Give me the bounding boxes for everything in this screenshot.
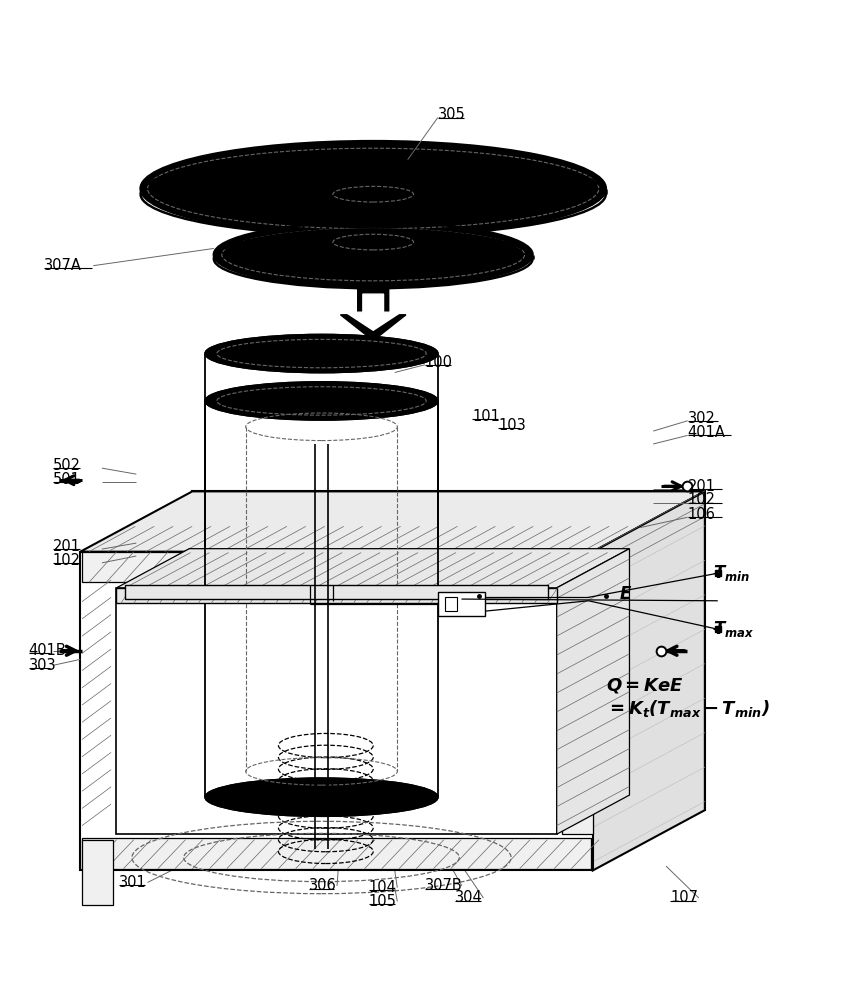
Text: 107: 107 (670, 890, 699, 905)
Polygon shape (341, 289, 406, 341)
Polygon shape (346, 294, 401, 330)
Text: 303: 303 (29, 658, 56, 673)
Bar (116, 588, 557, 834)
Bar (82, 552, 591, 582)
Polygon shape (593, 491, 705, 870)
Text: $\bfit{Q=KeE}$: $\bfit{Q=KeE}$ (606, 676, 683, 695)
Ellipse shape (205, 382, 438, 420)
Bar (82, 840, 113, 905)
Text: 301: 301 (119, 875, 147, 890)
Text: 501: 501 (53, 472, 81, 487)
Ellipse shape (329, 231, 418, 253)
Ellipse shape (329, 183, 418, 205)
Polygon shape (192, 491, 705, 810)
Polygon shape (81, 552, 593, 870)
Text: $\bfit{T}$$_{\bfit{max}}$: $\bfit{T}$$_{\bfit{max}}$ (714, 619, 755, 639)
Text: 305: 305 (438, 107, 466, 122)
Text: 304: 304 (455, 890, 483, 905)
Polygon shape (557, 549, 629, 834)
Text: 105: 105 (368, 894, 397, 909)
Bar (125, 585, 548, 599)
Text: 100: 100 (425, 355, 453, 370)
Ellipse shape (205, 778, 438, 816)
Text: 103: 103 (499, 418, 526, 433)
Text: 201: 201 (688, 479, 715, 494)
Text: 307A: 307A (44, 258, 82, 273)
Text: 401B: 401B (29, 643, 67, 658)
Bar (562, 588, 593, 834)
Ellipse shape (214, 222, 532, 287)
Text: 401A: 401A (688, 425, 726, 440)
Text: 106: 106 (688, 507, 715, 522)
Text: 307B: 307B (425, 878, 463, 893)
Text: $\bfit{=K_t(T_{max}-T_{min})}$: $\bfit{=K_t(T_{max}-T_{min})}$ (606, 698, 770, 719)
Text: 302: 302 (688, 411, 715, 426)
Text: 502: 502 (53, 458, 81, 473)
Bar (116, 588, 557, 603)
Ellipse shape (140, 141, 606, 236)
Text: 201: 201 (53, 539, 81, 554)
Text: 306: 306 (309, 878, 336, 893)
Polygon shape (81, 491, 705, 552)
Bar (445, 597, 457, 611)
Polygon shape (116, 549, 629, 588)
Text: $\bfit{T}$$_{\bfit{min}}$: $\bfit{T}$$_{\bfit{min}}$ (714, 563, 751, 583)
Bar (82, 838, 591, 869)
Text: 102: 102 (53, 553, 81, 568)
Text: 104: 104 (368, 880, 397, 895)
Ellipse shape (205, 335, 438, 373)
Text: $\bfit{E}$: $\bfit{E}$ (619, 585, 632, 603)
Text: 101: 101 (473, 409, 500, 424)
Polygon shape (140, 187, 606, 194)
Bar (438, 592, 486, 616)
Text: 102: 102 (688, 492, 715, 508)
